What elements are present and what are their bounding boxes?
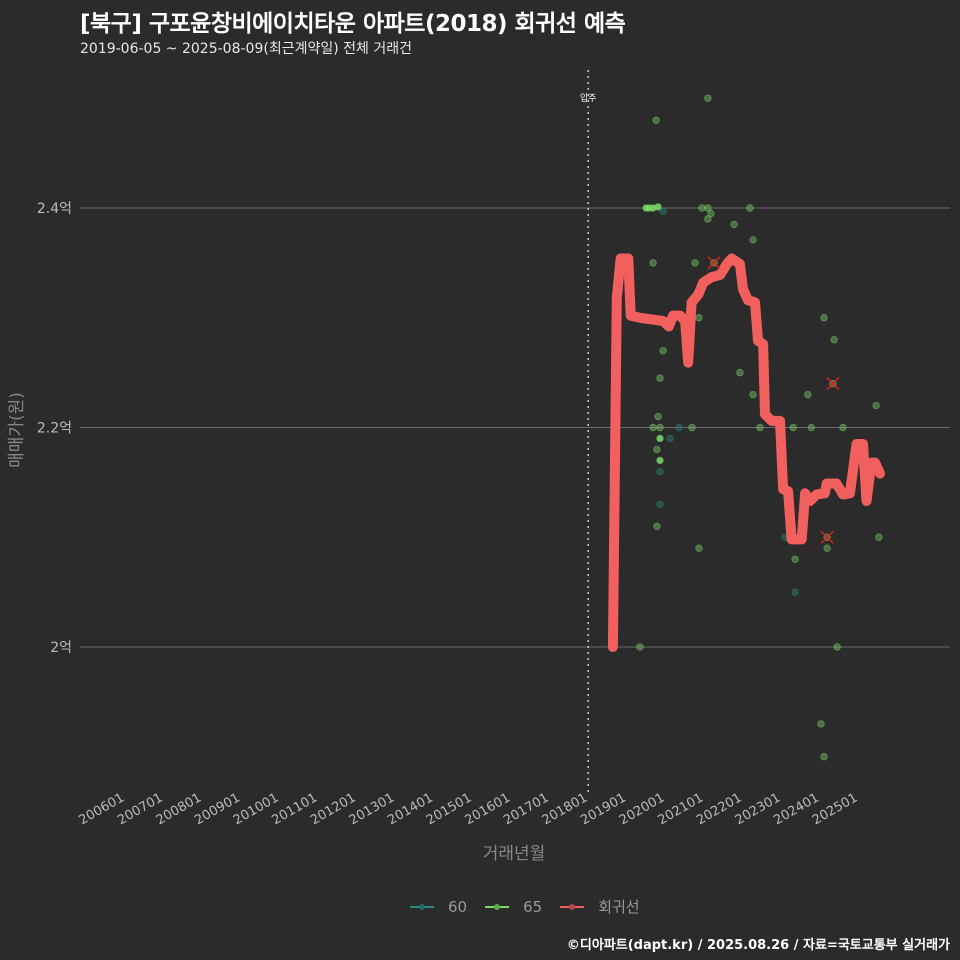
data-point-65 [654,412,662,421]
data-point-65 [823,544,831,552]
data-point-65 [656,374,664,382]
legend-key-regression [560,901,585,913]
legend-label: 회귀선 [598,898,640,916]
data-point-65 [789,423,797,432]
y-tick-label: 2억 [50,640,72,656]
data-point-65 [756,423,764,432]
legend-label: 60 [448,897,468,916]
data-point-65 [736,368,744,377]
data-point-65 [704,204,712,212]
chart-title: [북구] 구포윤창비에이치타운 아파트(2018) 회귀선 예측 [80,11,626,37]
move-in-label: 입주 [580,92,597,104]
data-point-60 [659,207,667,215]
data-point-65 [636,643,644,651]
data-point-65 [656,456,664,465]
data-point-65 [652,116,660,124]
legend-item-65: 65 [485,898,542,916]
data-point-65 [875,533,883,541]
x-axis-title: 거래년월 [483,844,546,864]
outlier-stroke [820,530,834,544]
data-point-65 [749,390,757,399]
data-point-65 [730,220,738,229]
legend: 60 65 회귀선 [410,896,648,917]
chart-subtitle: 2019-06-05 ~ 2025-08-09(최근계약일) 전체 거래건 [80,41,412,57]
data-point-65 [833,643,841,651]
source-footer: ©디아파트(dapt.kr) / 2025.08.26 / 자료=국토교통부 실… [566,938,950,953]
data-point-65 [698,204,706,212]
data-point-65 [872,401,880,410]
y-tick-label: 2.2억 [37,421,72,437]
data-point-65 [649,423,657,432]
outlier-x-marker [707,256,721,270]
data-point-65 [804,390,812,399]
data-point-60 [656,467,664,476]
legend-label: 65 [523,897,543,916]
legend-item-60: 60 [410,898,467,916]
data-point-65 [830,336,838,344]
data-point-65 [839,423,847,432]
data-point-65 [656,434,664,443]
data-point-60 [666,434,674,443]
outlier-stroke [707,256,721,270]
data-point-65 [807,423,816,432]
data-point-65 [704,215,712,223]
data-point-65 [691,259,699,267]
data-point-60 [791,588,799,596]
data-point-65 [653,522,661,530]
data-point-65 [791,555,799,563]
data-point-65 [749,236,757,244]
data-point-65 [695,314,703,322]
data-point-65 [704,94,712,102]
data-point-60 [675,423,683,432]
data-point-65 [707,209,715,218]
y-tick-label: 2.4억 [37,201,72,217]
data-point-65 [653,445,661,454]
data-point-65 [746,204,754,212]
data-point-65 [688,423,696,432]
data-point-65 [654,203,662,211]
data-point-65 [820,314,828,322]
data-point-60 [656,500,664,509]
data-point-65 [820,753,828,761]
data-point-65 [656,423,664,432]
legend-item-regression: 회귀선 [560,896,640,917]
data-point-65 [695,544,703,552]
outlier-stroke [826,377,840,391]
data-point-65 [659,346,667,355]
regression-line [607,253,885,652]
legend-key-65 [485,901,510,913]
y-axis-title: 매매가(원) [7,392,27,468]
outlier-x-marker [820,530,834,544]
legend-key-60 [410,901,434,913]
outlier-x-marker [826,377,840,391]
data-point-65 [817,720,825,728]
data-point-65 [649,259,657,267]
